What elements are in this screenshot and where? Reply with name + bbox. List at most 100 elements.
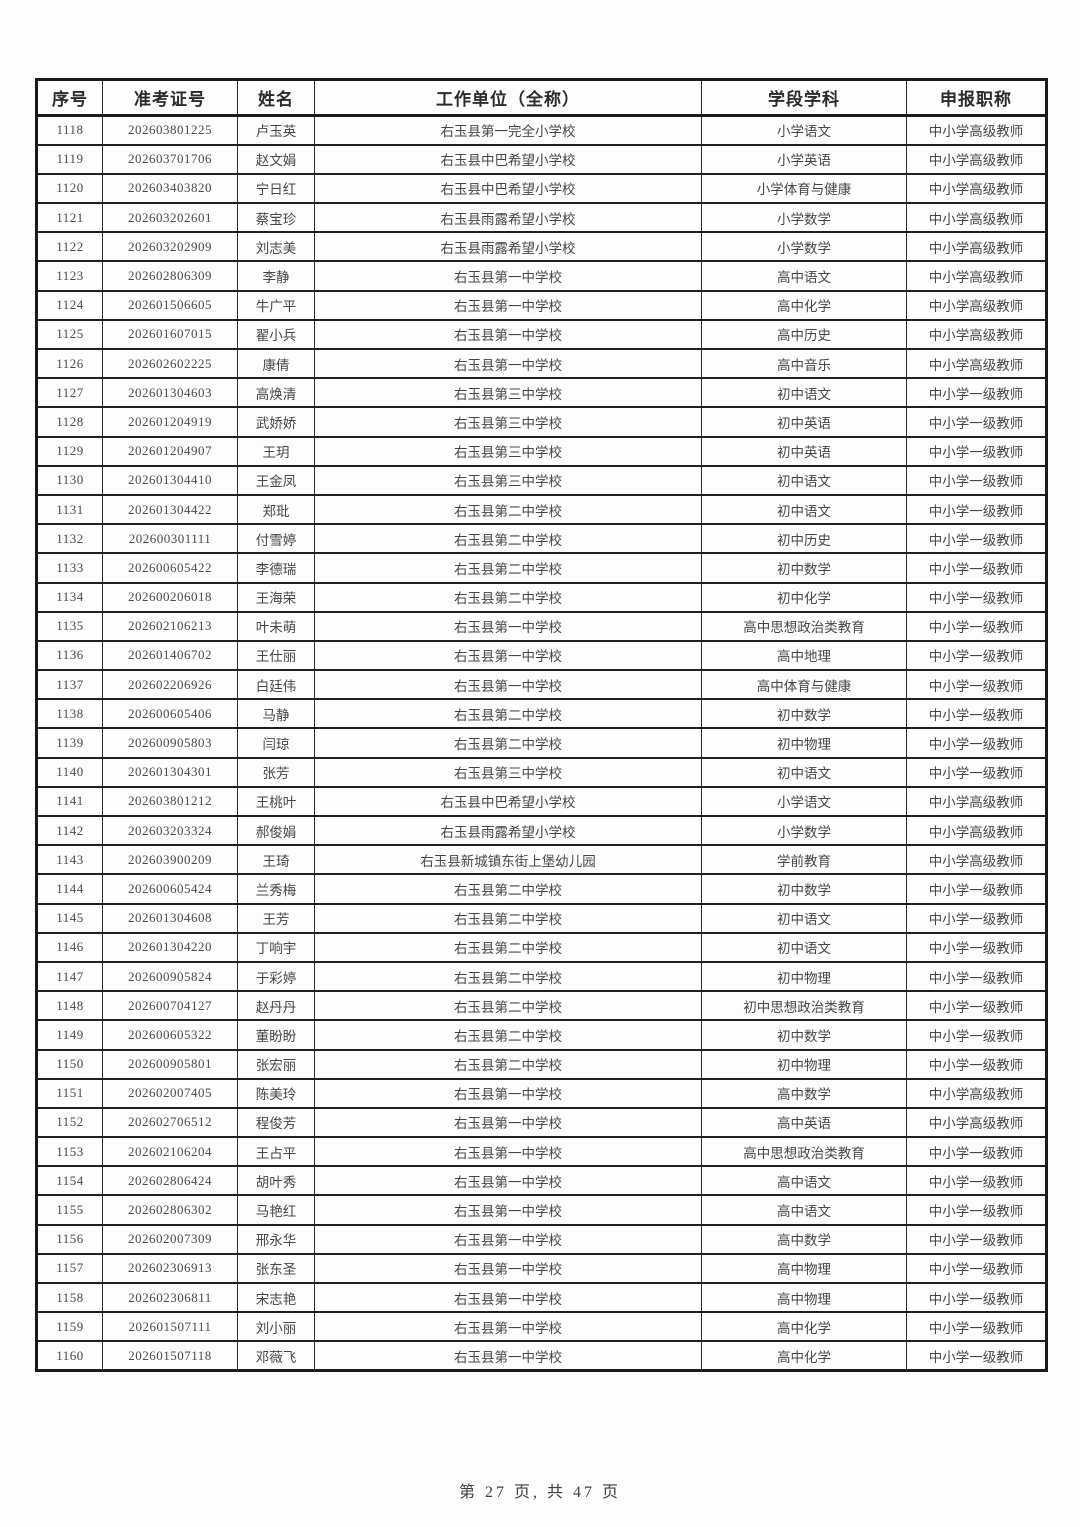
cell-serial-number: 1137 [36, 669, 103, 701]
table-row: 1152 202602706512 程俊芳 右玉县第一中学校 高中英语 中小学高级教师 [36, 1106, 1047, 1139]
cell-exam-number: 202603900209 [102, 844, 238, 876]
cell-work-unit: 右玉县第一中学校 [314, 1223, 702, 1255]
cell-serial-number: 1134 [36, 581, 103, 613]
cell-title: 中小学一级教师 [906, 1165, 1047, 1197]
cell-name: 王占平 [237, 1136, 315, 1168]
cell-exam-number: 202602706512 [102, 1106, 238, 1139]
cell-subject: 初中数学 [701, 552, 907, 584]
cell-title: 中小学一级教师 [906, 727, 1047, 759]
cell-name: 王琦 [237, 844, 315, 876]
table-row: 1144 202600605424 兰秀梅 右玉县第二中学校 初中数学 中小学一级教师 [36, 873, 1047, 905]
cell-title: 中小学一级教师 [906, 931, 1047, 963]
cell-title: 中小学高级教师 [906, 231, 1047, 263]
cell-exam-number: 202602806309 [102, 260, 238, 292]
cell-work-unit: 右玉县第一中学校 [314, 1194, 702, 1226]
cell-subject: 高中化学 [701, 289, 907, 321]
cell-serial-number: 1127 [36, 377, 103, 409]
cell-subject: 初中数学 [701, 698, 907, 730]
cell-title: 中小学高级教师 [906, 172, 1047, 205]
cell-subject: 初中语文 [701, 756, 907, 788]
cell-serial-number: 1126 [36, 347, 103, 380]
cell-subject: 小学英语 [701, 143, 907, 175]
cell-work-unit: 右玉县第一中学校 [314, 260, 702, 292]
cell-work-unit: 右玉县第一中学校 [314, 610, 702, 642]
cell-serial-number: 1139 [36, 727, 103, 759]
cell-serial-number: 1135 [36, 610, 103, 642]
cell-title: 中小学一级教师 [906, 1136, 1047, 1168]
cell-title: 中小学一级教师 [906, 1252, 1047, 1285]
cell-subject: 初中语文 [701, 902, 907, 934]
table-row: 1131 202601304422 郑玭 右玉县第二中学校 初中语文 中小学一级教师 [36, 493, 1047, 526]
cell-name: 刘志美 [237, 231, 315, 263]
cell-title: 中小学一级教师 [906, 1019, 1047, 1051]
table-row: 1126 202602602225 康倩 右玉县第一中学校 高中音乐 中小学高级教师 [36, 347, 1047, 380]
cell-exam-number: 202602106213 [102, 610, 238, 642]
cell-serial-number: 1157 [36, 1252, 103, 1285]
cell-title: 中小学高级教师 [906, 347, 1047, 380]
cell-title: 中小学一级教师 [906, 523, 1047, 555]
cell-exam-number: 202602007309 [102, 1223, 238, 1255]
cell-subject: 初中思想政治类教育 [701, 990, 907, 1022]
cell-work-unit: 右玉县第二中学校 [314, 990, 702, 1022]
cell-name: 邓薇飞 [237, 1340, 315, 1372]
cell-exam-number: 202601304301 [102, 756, 238, 788]
cell-title: 中小学一级教师 [906, 669, 1047, 701]
cell-work-unit: 右玉县第二中学校 [314, 1019, 702, 1051]
cell-serial-number: 1124 [36, 289, 103, 321]
cell-work-unit: 右玉县第一中学校 [314, 1106, 702, 1139]
cell-name: 宋志艳 [237, 1281, 315, 1314]
cell-work-unit: 右玉县第二中学校 [314, 727, 702, 759]
cell-title: 中小学高级教师 [906, 1077, 1047, 1109]
cell-serial-number: 1149 [36, 1019, 103, 1051]
cell-subject: 初中英语 [701, 435, 907, 467]
cell-name: 郝俊娟 [237, 814, 315, 847]
cell-exam-number: 202600905824 [102, 960, 238, 993]
cell-work-unit: 右玉县第二中学校 [314, 581, 702, 613]
cell-title: 中小学一级教师 [906, 960, 1047, 993]
cell-serial-number: 1125 [36, 318, 103, 351]
cell-exam-number: 202603202601 [102, 202, 238, 234]
cell-work-unit: 右玉县第三中学校 [314, 406, 702, 438]
cell-subject: 高中思想政治类教育 [701, 1136, 907, 1168]
cell-subject: 初中语文 [701, 464, 907, 496]
cell-exam-number: 202603202909 [102, 231, 238, 263]
cell-name: 程俊芳 [237, 1106, 315, 1139]
cell-name: 康倩 [237, 347, 315, 380]
cell-name: 宁日红 [237, 172, 315, 205]
cell-name: 赵文娟 [237, 143, 315, 175]
table-row: 1132 202600301111 付雪婷 右玉县第二中学校 初中历史 中小学一级教师 [36, 523, 1047, 555]
cell-name: 李静 [237, 260, 315, 292]
cell-subject: 高中语文 [701, 260, 907, 292]
cell-serial-number: 1156 [36, 1223, 103, 1255]
cell-work-unit: 右玉县第一中学校 [314, 1311, 702, 1343]
cell-work-unit: 右玉县第一中学校 [314, 1165, 702, 1197]
cell-serial-number: 1155 [36, 1194, 103, 1226]
cell-exam-number: 202601304608 [102, 902, 238, 934]
table-row: 1122 202603202909 刘志美 右玉县雨露希望小学校 小学数学 中小学高级教师 [36, 231, 1047, 263]
table-row: 1129 202601204907 王玥 右玉县第三中学校 初中英语 中小学一级教师 [36, 435, 1047, 467]
cell-serial-number: 1158 [36, 1281, 103, 1314]
header-row: 序号 准考证号 姓名 工作单位（全称） 学段学科 申报职称 [36, 78, 1047, 117]
cell-serial-number: 1138 [36, 698, 103, 730]
cell-title: 中小学一级教师 [906, 435, 1047, 467]
cell-name: 兰秀梅 [237, 873, 315, 905]
cell-name: 高焕清 [237, 377, 315, 409]
cell-title: 中小学高级教师 [906, 260, 1047, 292]
cell-name: 王金凤 [237, 464, 315, 496]
teacher-roster-table: 序号 准考证号 姓名 工作单位（全称） 学段学科 申报职称 1118 202603… [35, 78, 1048, 1373]
cell-work-unit: 右玉县第三中学校 [314, 464, 702, 496]
table-row: 1141 202603801212 王桃叶 右玉县中巴希望小学校 小学语文 中小学高级教师 [36, 785, 1047, 818]
table-header: 序号 准考证号 姓名 工作单位（全称） 学段学科 申报职称 [36, 78, 1047, 117]
cell-exam-number: 202602306811 [102, 1281, 238, 1314]
cell-title: 中小学一级教师 [906, 756, 1047, 788]
cell-work-unit: 右玉县第二中学校 [314, 902, 702, 934]
header-work-unit: 工作单位（全称） [314, 78, 702, 117]
table-row: 1142 202603203324 郝俊娟 右玉县雨露希望小学校 小学数学 中小学高级教师 [36, 814, 1047, 847]
table-row: 1118 202603801225 卢玉英 右玉县第一完全小学校 小学语文 中小学高级教师 [36, 114, 1047, 146]
header-serial-number: 序号 [36, 78, 103, 117]
table-row: 1143 202603900209 王琦 右玉县新城镇东街上堡幼儿园 学前教育 中小学高级… [36, 844, 1047, 876]
cell-serial-number: 1148 [36, 990, 103, 1022]
cell-title: 中小学一级教师 [906, 464, 1047, 496]
cell-exam-number: 202601406702 [102, 639, 238, 672]
cell-work-unit: 右玉县第一中学校 [314, 289, 702, 321]
